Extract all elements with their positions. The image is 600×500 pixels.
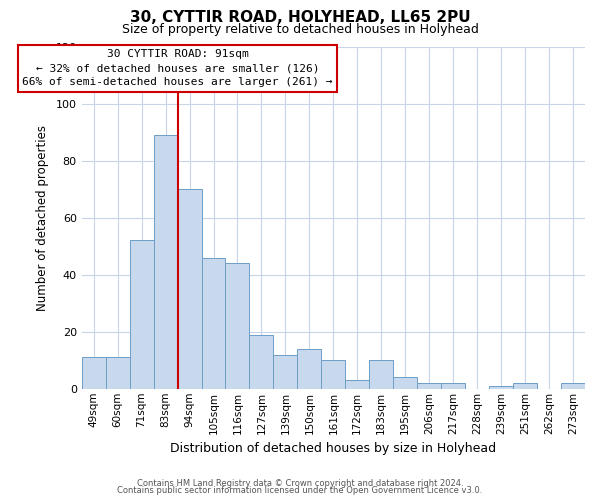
Text: Contains public sector information licensed under the Open Government Licence v3: Contains public sector information licen… (118, 486, 482, 495)
Bar (202, 258, 226, 389)
X-axis label: Distribution of detached houses by size in Holyhead: Distribution of detached houses by size … (170, 442, 496, 455)
Bar (226, 264, 250, 389)
Bar (130, 240, 154, 389)
Bar (250, 334, 274, 389)
Text: Contains HM Land Registry data © Crown copyright and database right 2024.: Contains HM Land Registry data © Crown c… (137, 478, 463, 488)
Bar (298, 349, 322, 389)
Bar (322, 360, 346, 389)
Bar (178, 189, 202, 389)
Bar (369, 360, 393, 389)
Y-axis label: Number of detached properties: Number of detached properties (36, 124, 49, 310)
Bar (393, 378, 417, 389)
Bar (513, 383, 537, 389)
Bar (489, 386, 513, 389)
Text: 30, CYTTIR ROAD, HOLYHEAD, LL65 2PU: 30, CYTTIR ROAD, HOLYHEAD, LL65 2PU (130, 10, 470, 25)
Bar (441, 383, 465, 389)
Bar (417, 383, 441, 389)
Bar (274, 354, 298, 389)
Bar (561, 383, 585, 389)
Text: Size of property relative to detached houses in Holyhead: Size of property relative to detached ho… (122, 22, 478, 36)
Bar (154, 135, 178, 389)
Bar (106, 358, 130, 389)
Bar (82, 358, 106, 389)
Text: 30 CYTTIR ROAD: 91sqm
← 32% of detached houses are smaller (126)
66% of semi-det: 30 CYTTIR ROAD: 91sqm ← 32% of detached … (22, 50, 333, 88)
Bar (346, 380, 369, 389)
